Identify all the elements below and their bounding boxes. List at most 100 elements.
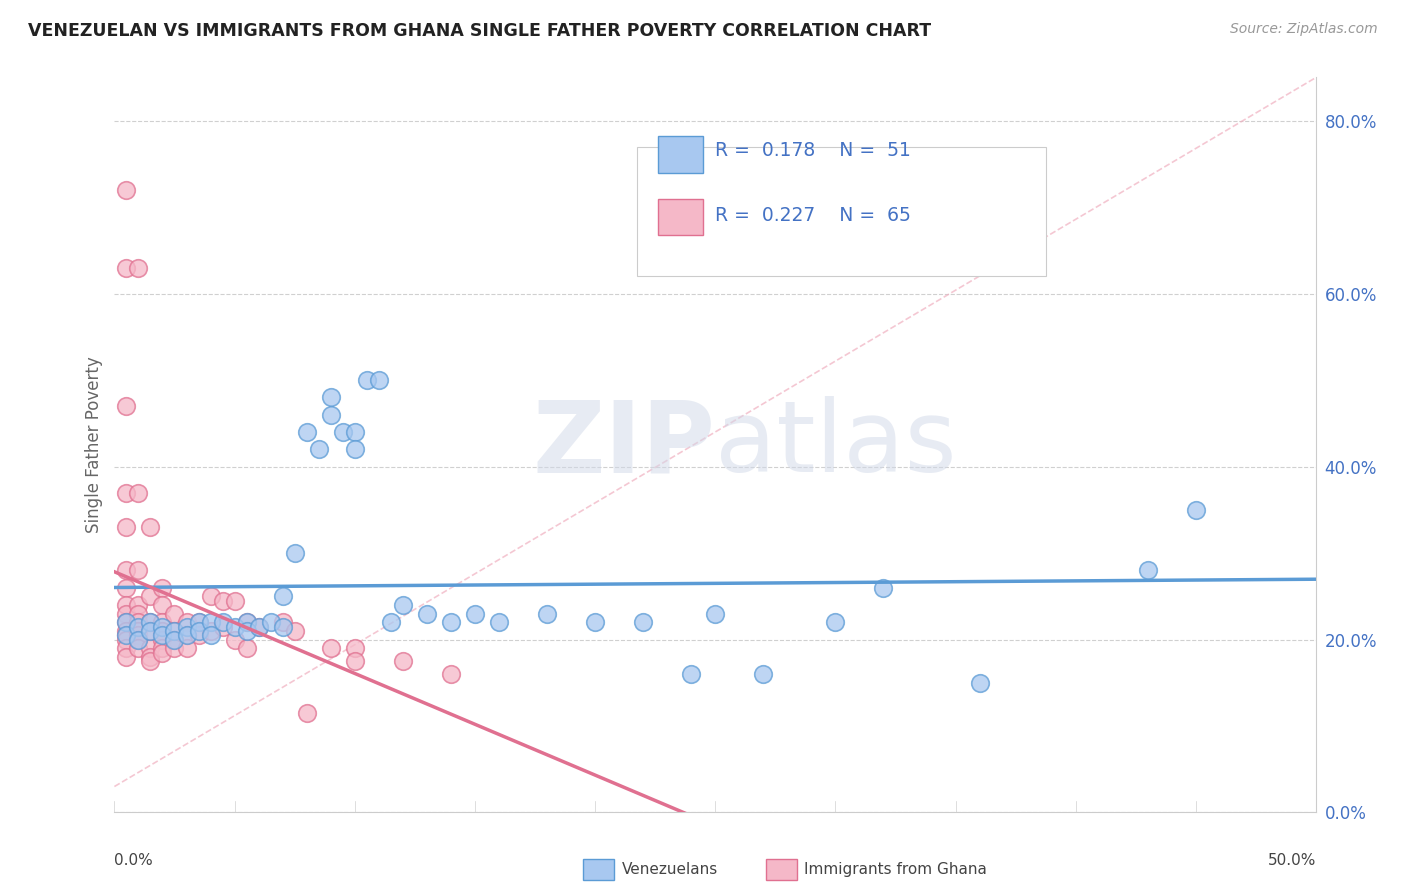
Point [380,615,402,630]
FancyBboxPatch shape [658,136,703,173]
Point [200,628,222,642]
Point [115,563,138,577]
Point [139,615,162,630]
Point [284,624,307,638]
Text: VENEZUELAN VS IMMIGRANTS FROM GHANA SINGLE FATHER POVERTY CORRELATION CHART: VENEZUELAN VS IMMIGRANTS FROM GHANA SING… [28,22,931,40]
Point [176,619,198,633]
Text: Venezuelans: Venezuelans [621,863,717,877]
Point [200,624,222,638]
Point [440,615,463,630]
Point [115,485,138,500]
Point [127,624,149,638]
Point [247,619,270,633]
Point [115,607,138,621]
Point [127,641,149,656]
Point [224,632,246,647]
Point [139,615,162,630]
Point [356,373,378,387]
Point [115,624,138,638]
Point [127,485,149,500]
Text: Source: ZipAtlas.com: Source: ZipAtlas.com [1230,22,1378,37]
Point [139,589,162,603]
Point [163,607,186,621]
Point [295,425,318,439]
Point [211,619,233,633]
Point [235,615,257,630]
Point [127,632,149,647]
Point [319,641,342,656]
Point [139,654,162,668]
Point [391,598,413,612]
Point [115,615,138,630]
Point [583,615,606,630]
Text: Immigrants from Ghana: Immigrants from Ghana [804,863,987,877]
Point [176,615,198,630]
Point [115,598,138,612]
Point [235,624,257,638]
Point [115,641,138,656]
Point [152,581,174,595]
FancyBboxPatch shape [637,147,1046,276]
Point [127,615,149,630]
Point [343,641,366,656]
Point [152,624,174,638]
Point [187,628,209,642]
Point [163,624,186,638]
Point [115,581,138,595]
Point [187,615,209,630]
Point [115,628,138,642]
Point [127,632,149,647]
Text: atlas: atlas [716,396,957,493]
Point [127,619,149,633]
Point [187,624,209,638]
Point [127,563,149,577]
Point [139,520,162,534]
Point [308,442,330,457]
Point [152,619,174,633]
Y-axis label: Single Father Poverty: Single Father Poverty [86,357,103,533]
Point [391,654,413,668]
Point [187,615,209,630]
Point [752,667,775,681]
Point [152,615,174,630]
Point [200,615,222,630]
Point [343,425,366,439]
Point [488,615,510,630]
Point [115,628,138,642]
Point [343,654,366,668]
Point [152,632,174,647]
Point [969,675,991,690]
Point [247,619,270,633]
Text: R =  0.227    N =  65: R = 0.227 N = 65 [716,206,911,225]
Point [176,628,198,642]
Point [319,408,342,422]
Point [152,628,174,642]
Point [1185,503,1208,517]
Text: 0.0%: 0.0% [114,853,153,868]
Point [211,593,233,607]
Point [115,399,138,413]
Point [824,615,846,630]
Point [332,425,354,439]
Point [681,667,703,681]
Point [224,619,246,633]
Point [152,641,174,656]
Point [271,619,294,633]
Point [259,615,281,630]
Point [163,641,186,656]
Point [176,641,198,656]
Point [343,442,366,457]
Point [464,607,486,621]
Point [115,520,138,534]
Point [440,667,463,681]
Point [152,598,174,612]
Point [152,646,174,660]
Point [127,260,149,275]
Point [163,632,186,647]
Point [115,260,138,275]
Point [163,624,186,638]
Point [1136,563,1159,577]
Point [139,641,162,656]
Point [139,624,162,638]
Point [536,607,558,621]
